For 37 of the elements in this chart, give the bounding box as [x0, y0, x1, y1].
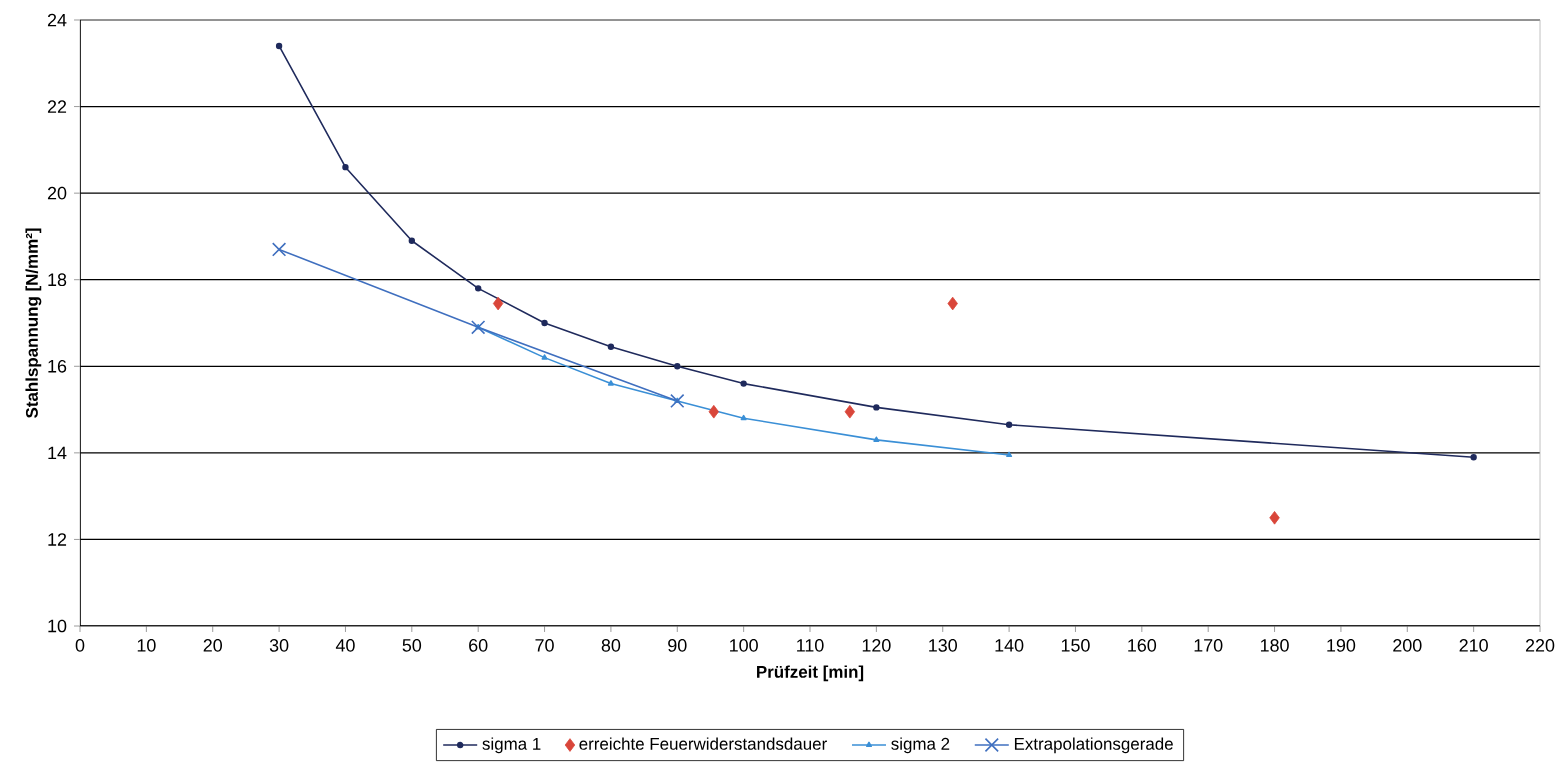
x-tick-label: 20: [203, 639, 223, 652]
x-tick-label: 40: [335, 639, 355, 652]
x-tick-label: 10: [137, 639, 156, 652]
x-tick-label: 170: [1194, 639, 1223, 652]
x-tick-label: 100: [730, 639, 758, 652]
x-tick-label: 30: [269, 639, 289, 652]
x-tick-label: 180: [1260, 639, 1289, 652]
x-tick-label: 190: [1327, 639, 1356, 652]
y-tick-label: 10: [48, 619, 67, 633]
legend-label: sigma 1: [482, 737, 541, 754]
x-tick-label: 210: [1459, 639, 1488, 652]
x-tick-label: 160: [1128, 639, 1157, 652]
x-tick-label: 120: [862, 639, 891, 652]
x-tick-label: 50: [402, 639, 422, 652]
x-tick-label: 90: [668, 639, 687, 652]
x-axis-title: Prüfzeit [min]: [757, 665, 864, 682]
x-tick-label: 200: [1393, 639, 1422, 652]
y-tick-label: 14: [48, 446, 67, 460]
x-tick-label: 80: [601, 639, 621, 652]
y-tick-label: 18: [48, 273, 67, 287]
x-tick-label: 220: [1525, 639, 1555, 652]
x-tick-label: 150: [1061, 639, 1090, 652]
y-tick-label: 16: [48, 359, 67, 373]
x-tick-label: 70: [535, 639, 554, 652]
y-tick-label: 20: [47, 186, 67, 200]
y-tick-label: 24: [47, 13, 67, 27]
y-tick-label: 12: [48, 533, 67, 546]
legend-label: erreichte Feuerwiderstandsdauer: [579, 737, 827, 750]
x-tick-label: 0: [75, 639, 85, 652]
x-tick-label: 130: [929, 639, 957, 652]
legend-label: Extrapolationsgerade: [1014, 737, 1173, 754]
x-tick-label: 140: [995, 639, 1024, 652]
x-tick-label: 110: [797, 639, 824, 652]
y-tick-label: 22: [47, 100, 67, 113]
x-tick-label: 60: [469, 639, 488, 652]
y-axis-title: Stahlspannung [N/mm²]: [25, 228, 42, 418]
legend-label: sigma 2: [891, 737, 950, 754]
